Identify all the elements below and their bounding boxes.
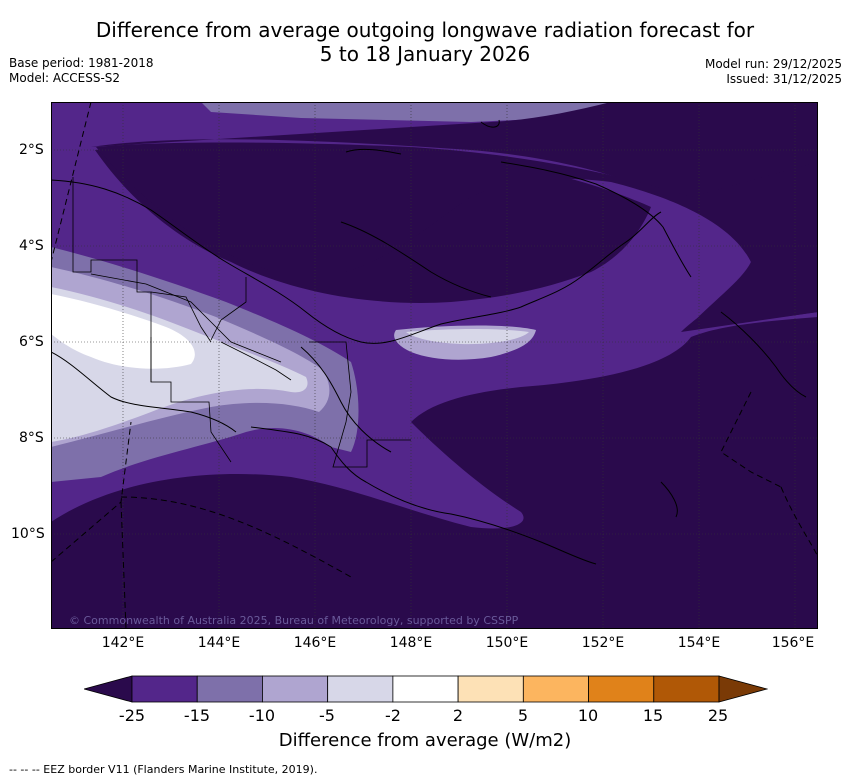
lat-label-6s: 6°S xyxy=(19,334,44,350)
base-period: Base period: 1981-2018 xyxy=(9,56,154,70)
colorbar-tick-3: -10 xyxy=(248,706,276,725)
colorbar-segment xyxy=(131,675,198,703)
lon-label-152e: 152°E xyxy=(581,635,625,651)
colorbar-tick-8: 10 xyxy=(577,706,599,725)
colorbar-segment xyxy=(457,675,524,703)
colorbar-tick-7: 5 xyxy=(517,706,529,725)
issued-date: Issued: 31/12/2025 xyxy=(726,72,842,86)
colorbar-tick-2: -15 xyxy=(183,706,211,725)
map-frame xyxy=(51,102,818,629)
colorbar-segment xyxy=(262,675,329,703)
colorbar-extend-low xyxy=(84,675,133,703)
lon-label-142e: 142°E xyxy=(101,635,145,651)
colorbar xyxy=(84,675,768,703)
colorbar-tick-6: 2 xyxy=(452,706,464,725)
colorbar-tick-5: -2 xyxy=(385,706,401,725)
colorbar-segments xyxy=(131,675,720,703)
lon-label-148e: 148°E xyxy=(389,635,433,651)
meta-right: Model run: 29/12/2025 Issued: 31/12/2025 xyxy=(705,57,842,87)
lon-label-156e: 156°E xyxy=(771,635,815,651)
meta-left: Base period: 1981-2018 Model: ACCESS-S2 xyxy=(9,56,154,86)
anomaly-band-minus25-south xyxy=(51,317,818,629)
lon-label-154e: 154°E xyxy=(677,635,721,651)
lat-label-2s: 2°S xyxy=(19,142,44,158)
colorbar-segment xyxy=(653,675,720,703)
colorbar-title: Difference from average (W/m2) xyxy=(278,730,572,751)
colorbar-tick-9: 15 xyxy=(642,706,664,725)
title-line-1: Difference from average outgoing longwav… xyxy=(95,18,755,42)
anomaly-band-minus25-north-core xyxy=(96,142,818,330)
admin-borders xyxy=(72,177,411,468)
lon-label-150e: 150°E xyxy=(485,635,529,651)
olr-anomaly-map[interactable]: © Commonwealth of Australia 2025, Bureau… xyxy=(51,102,818,629)
lat-label-10s: 10°S xyxy=(11,526,45,542)
anomaly-band-minus2-central xyxy=(406,329,529,345)
colorbar-segment xyxy=(327,675,394,703)
model-name: Model: ACCESS-S2 xyxy=(9,71,121,85)
anomaly-band-neutral-west xyxy=(51,294,195,369)
model-run: Model run: 29/12/2025 xyxy=(704,57,842,71)
colorbar-tick-1: -25 xyxy=(118,706,146,725)
title-line-2: 5 to 18 January 2026 xyxy=(319,42,531,66)
lat-label-4s: 4°S xyxy=(19,238,44,254)
lat-label-8s: 8°S xyxy=(19,430,44,446)
copyright-notice: © Commonwealth of Australia 2025, Bureau… xyxy=(69,614,519,627)
graticule xyxy=(51,102,818,629)
colorbar-tick-10: 25 xyxy=(707,706,729,725)
colorbar-tick-4: -5 xyxy=(319,706,335,725)
lon-label-144e: 144°E xyxy=(197,635,241,651)
eez-footnote: -- -- -- EEZ border V11 (Flanders Marine… xyxy=(9,763,318,776)
eez-borders xyxy=(51,102,818,629)
colorbar-segment xyxy=(196,675,263,703)
colorbar-segment xyxy=(522,675,589,703)
chart-title: Difference from average outgoing longwav… xyxy=(0,18,850,66)
colorbar-segment xyxy=(588,675,655,703)
lon-label-146e: 146°E xyxy=(293,635,337,651)
colorbar-segment xyxy=(392,675,459,703)
colorbar-extend-high xyxy=(718,675,768,703)
